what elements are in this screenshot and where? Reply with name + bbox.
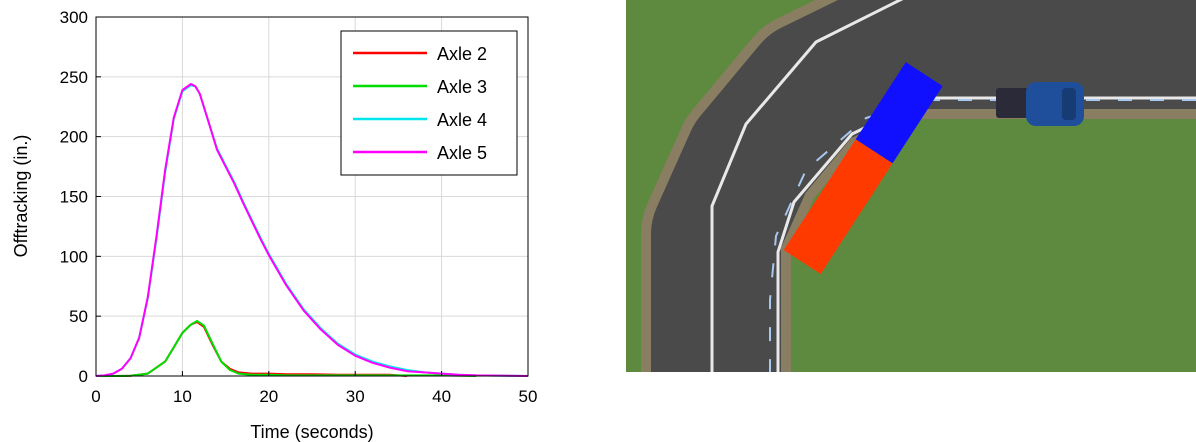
y-tick-label: 250 bbox=[60, 68, 88, 87]
y-axis-label: Offtracking (in.) bbox=[11, 135, 31, 258]
y-tick-label: 100 bbox=[60, 247, 88, 266]
y-tick-label: 200 bbox=[60, 128, 88, 147]
legend-label: Axle 5 bbox=[437, 143, 487, 163]
y-tick-label: 150 bbox=[60, 188, 88, 207]
legend-label: Axle 2 bbox=[437, 44, 487, 64]
truck bbox=[783, 62, 943, 274]
axis-ticks: 0 10 20 30 40 50 0 50 100 150 200 250 300 bbox=[60, 8, 538, 406]
series-line-axle-3 bbox=[96, 320, 477, 377]
legend-label: Axle 3 bbox=[437, 77, 487, 97]
x-axis-label: Time (seconds) bbox=[250, 422, 373, 442]
x-tick-label: 0 bbox=[91, 387, 100, 406]
road-inner-edge-white-line-drawn bbox=[776, 96, 1196, 372]
legend-label: Axle 4 bbox=[437, 110, 487, 130]
road-outer-edge-white-line-drawn bbox=[710, 0, 904, 372]
trailer-rear-section bbox=[783, 139, 893, 274]
x-tick-label: 50 bbox=[519, 387, 538, 406]
simulation-scene bbox=[626, 0, 1196, 372]
x-tick-label: 40 bbox=[432, 387, 451, 406]
x-tick-label: 10 bbox=[173, 387, 192, 406]
y-tick-label: 50 bbox=[69, 307, 88, 326]
x-tick-label: 20 bbox=[259, 387, 278, 406]
series-line-axle-5 bbox=[95, 83, 529, 377]
y-tick-label: 300 bbox=[60, 8, 88, 27]
legend: Axle 2 Axle 3 Axle 4 Axle 5 bbox=[340, 30, 518, 176]
trailer-front-section bbox=[855, 62, 943, 164]
x-tick-label: 30 bbox=[346, 387, 365, 406]
cab-windshield bbox=[1062, 88, 1076, 120]
road-surface bbox=[651, 0, 1196, 372]
y-tick-label: 0 bbox=[79, 367, 88, 386]
truck-cab bbox=[996, 82, 1084, 126]
lane-center-dashed-line bbox=[769, 99, 1196, 372]
series-lines bbox=[95, 83, 529, 377]
